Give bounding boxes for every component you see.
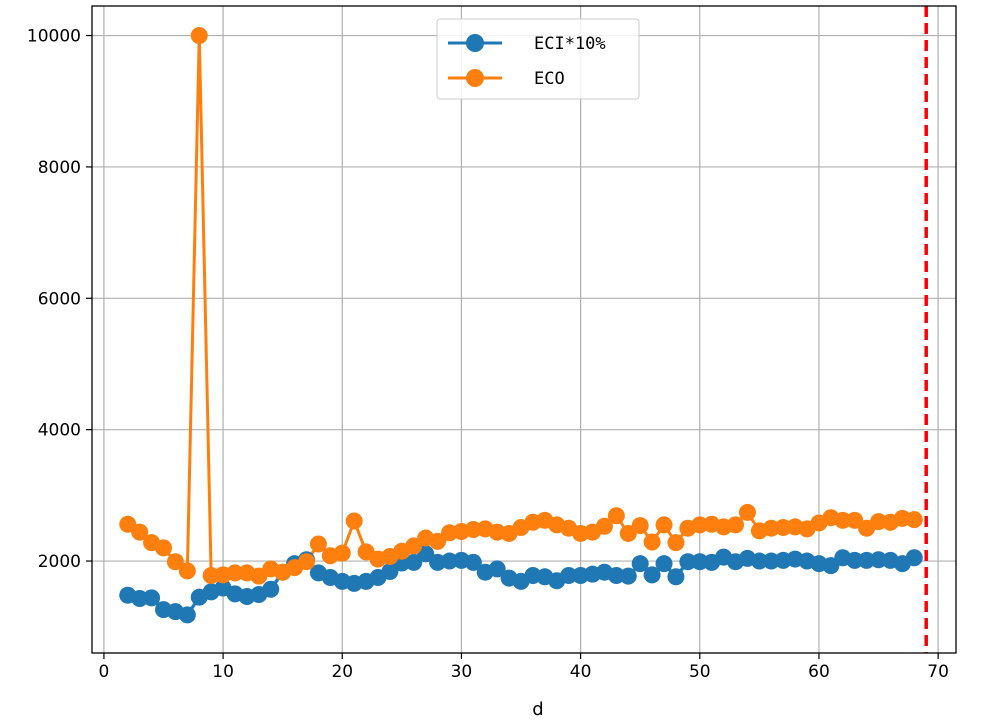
series-eco-point [656,516,673,533]
series-eci-point [262,581,279,598]
y-tick-label: 6000 [38,289,81,309]
series-eci-point [620,568,637,585]
legend-swatch-marker-eco [466,69,484,87]
x-tick-label: 20 [331,662,353,682]
x-tick-label: 0 [99,662,110,682]
y-tick-label: 4000 [38,421,81,441]
x-tick-label: 70 [927,662,949,682]
series-eco-point [179,562,196,579]
series-eco-point [667,534,684,551]
series-eci-point [656,555,673,572]
legend-label-eci: ECI*10% [534,34,606,54]
y-tick-label: 10000 [27,27,81,47]
x-tick-label: 30 [451,662,473,682]
y-tick-label: 8000 [38,158,81,178]
series-eco-point [608,507,625,524]
series-eco-point [739,504,756,521]
x-axis-label: d [532,699,543,720]
series-eco-point [298,553,315,570]
y-tick-label: 2000 [38,552,81,572]
x-tick-label: 50 [689,662,711,682]
x-tick-label: 40 [570,662,592,682]
series-eco-point [727,516,744,533]
x-tick-label: 60 [808,662,830,682]
legend-swatch-marker-eci [466,34,484,52]
legend-label-eco: ECO [534,69,565,89]
series-eco-point [155,539,172,556]
series-eco-point [191,27,208,44]
series-eco-point [632,517,649,534]
legend: ECI*10% ECO [437,19,639,99]
series-eco-point [334,545,351,562]
series-eco-point [644,533,661,550]
series-eco-point [906,511,923,528]
series-eci-point [667,568,684,585]
series-eci-point [906,549,923,566]
series-eco-point [346,512,363,529]
series-eci-point [179,606,196,623]
x-tick-label: 10 [212,662,234,682]
